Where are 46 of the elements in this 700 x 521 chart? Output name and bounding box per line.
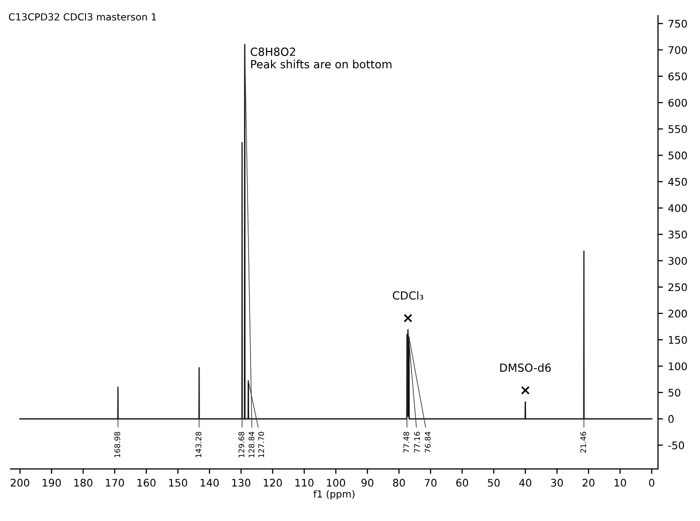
y-tick-label: 700 [668,46,687,54]
x-tick-label: 150 [169,478,188,487]
y-tick-label: 600 [668,98,687,107]
y-tick-label: 650 [668,72,687,80]
annotation: C8H8O2 Peak shifts are on bottom [250,48,392,68]
x-tick-label: 10 [614,478,626,487]
x-tick-label: 160 [138,478,156,487]
y-tick-label: 0 [668,415,674,423]
y-tick-label: 250 [668,283,687,292]
y-tick-label: 500 [668,152,687,160]
y-tick-label: 300 [668,256,687,265]
x-tick-label: 120 [264,478,282,487]
line-series [19,44,652,420]
y-tick-label: 50 [668,388,680,397]
y-tick-label: 150 [668,336,687,344]
annotation: CDCl₃ [392,291,424,300]
y-tick-label: 200 [668,310,687,318]
x-tick-label: 70 [424,478,437,487]
y-tick-label: 750 [668,20,687,28]
x-tick-label: 80 [393,478,405,487]
x-tick-label: 0 [649,478,654,487]
x-tick-label: 110 [295,478,314,487]
annotation: DMSO-d6 [500,363,551,372]
x-tick-label: 60 [456,478,468,487]
y-tick-label: 100 [668,362,687,370]
y-tick-label: -50 [668,441,684,450]
y-tick-label: 450 [668,178,687,186]
x-tick-label: 130 [232,478,250,487]
x-tick-label: 90 [361,478,374,487]
annotation: × [521,386,530,394]
x-tick-label: 40 [519,478,532,487]
x-tick-label: 200 [10,478,30,487]
x-tick-label: 20 [582,478,594,487]
y-tick-label: 350 [668,230,687,238]
y-tick-label: 400 [668,204,687,212]
x-tick-label: 180 [74,478,92,487]
x-tick-label: 140 [200,478,219,487]
x-tick-label: 100 [327,478,346,487]
x-tick-label: 30 [551,478,563,487]
x-tick-label: 50 [488,478,500,487]
chart-title: C13CPD32 CDCl3 masterson 1 [8,13,156,21]
x-tick-label: 190 [42,478,61,487]
annotation: × [404,314,412,322]
y-tick-label: 550 [668,125,687,134]
x-tick-label: 170 [106,478,124,487]
x-axis-title: f1 (ppm) [313,490,354,500]
